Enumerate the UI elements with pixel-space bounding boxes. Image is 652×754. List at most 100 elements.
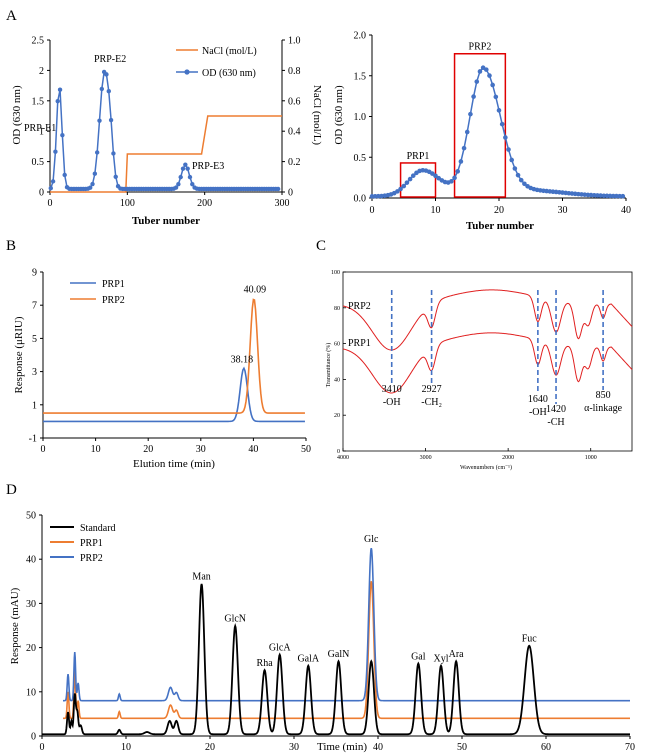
- a2-od-point: [401, 183, 407, 189]
- b-ytick-label: -1: [29, 434, 37, 445]
- c-xtick-label: 2000: [502, 455, 514, 461]
- c-band-label: 1640: [528, 394, 548, 405]
- a1-od-point: [113, 174, 118, 179]
- a2-od-point: [407, 176, 413, 182]
- d-ytick-label: 30: [26, 599, 36, 610]
- d-peak-label: GalN: [328, 649, 350, 660]
- b-prp2-line: [43, 298, 305, 414]
- d-ytick-label: 10: [26, 687, 36, 698]
- c-band-label: 1420: [546, 404, 566, 415]
- d-peak-label: GlcN: [224, 614, 246, 625]
- a1-od-point: [94, 150, 100, 155]
- d-xtick-label: 70: [625, 742, 635, 753]
- c-band-label: 3410: [382, 384, 402, 395]
- a1-od-point: [88, 185, 93, 190]
- d-peak-labels: Man GlcN Rha GlcA GalA GalN Glc Gal Xyl Ara Fuc: [192, 534, 537, 669]
- a2-od-point: [506, 147, 511, 152]
- d-xtick-label: 10: [121, 742, 131, 753]
- a1-ytick-label: 0.5: [32, 157, 45, 168]
- a2-od-point: [471, 94, 476, 99]
- b-xlabel: Elution time (min): [133, 458, 215, 470]
- a2-prp1-box: [399, 162, 437, 198]
- a2-od-point: [433, 173, 438, 179]
- d-peak-label: GlcA: [269, 642, 291, 653]
- c-ytick-label: 80: [334, 306, 340, 312]
- a2-od-point: [503, 135, 508, 140]
- b-peak-label-prp2: 40.09: [244, 285, 267, 296]
- b-peak-label-prp1: 38.18: [231, 354, 254, 365]
- a1-od-point: [62, 172, 67, 178]
- a2-ylabel: OD (630 nm): [333, 85, 345, 145]
- b-ytick-label: 5: [32, 334, 37, 345]
- c-band-group: -CH₂: [421, 397, 442, 408]
- d-ylabel: Response (mAU): [9, 587, 21, 664]
- a2-xtick-label: 0: [370, 205, 375, 216]
- a1-y2tick-label: 0.2: [288, 157, 301, 168]
- a1-od-point: [178, 174, 183, 180]
- a2-od-point: [496, 108, 502, 113]
- b-xtick-label: 0: [41, 444, 46, 455]
- a1-y2tick-label: 0.8: [288, 66, 301, 77]
- d-peak-label: Rha: [257, 658, 274, 669]
- a2-od-points: [369, 65, 626, 199]
- c-xtick-label: 3000: [420, 455, 432, 461]
- a2-od-point: [458, 159, 464, 164]
- a2-od-point: [477, 69, 483, 74]
- c-xlabel: Wavenumbers (cm⁻¹): [460, 464, 512, 471]
- a1-od-point: [57, 87, 63, 92]
- d-xtick-label: 30: [289, 742, 299, 753]
- a1-od-point: [90, 181, 95, 187]
- a2-od-point: [617, 193, 622, 199]
- b-legend-prp2: PRP2: [102, 295, 125, 306]
- a1-od-point: [99, 86, 105, 92]
- d-ytick-label: 40: [26, 555, 36, 566]
- b-xtick-label: 20: [143, 444, 153, 455]
- d-legend-standard: Standard: [80, 523, 116, 534]
- a2-od-point: [493, 94, 499, 100]
- a1-ytick-label: 1.5: [32, 96, 45, 107]
- b-legend-prp1: PRP1: [102, 279, 125, 290]
- d-xtick-label: 60: [541, 742, 551, 753]
- a2-od-point: [499, 121, 505, 127]
- a2-xtick-label: 30: [558, 205, 568, 216]
- a2-od-point: [455, 169, 461, 174]
- a1-peak-label-e2: PRP-E2: [94, 54, 126, 65]
- a1-od-point: [275, 186, 281, 192]
- a1-od-point: [176, 181, 181, 187]
- a1-od-point: [173, 185, 179, 190]
- d-peak-label: Ara: [449, 649, 465, 660]
- a1-y2label: NaCl (mol/L): [311, 85, 323, 146]
- d-peak-label: GalA: [297, 653, 319, 664]
- c-xtick-label: 1000: [585, 455, 597, 461]
- a2-od-point: [509, 157, 514, 163]
- a2-od-point: [614, 193, 619, 199]
- a1-od-point: [190, 181, 195, 187]
- a2-ytick-label: 1.5: [354, 71, 367, 82]
- d-xlabel: Time (min): [317, 741, 367, 753]
- panel-label-d: D: [6, 482, 17, 498]
- a1-od-point: [180, 166, 186, 171]
- a1-od-point: [108, 117, 114, 123]
- a2-label-prp2: PRP2: [469, 42, 492, 53]
- a1-od-points: [48, 69, 281, 192]
- c-band-label: 850: [596, 390, 611, 401]
- a1-od-point: [111, 151, 116, 156]
- a1-xlabel: Tuber number: [132, 215, 200, 227]
- a2-od-point: [522, 181, 527, 187]
- c-frame: [342, 271, 633, 452]
- b-xtick-label: 30: [196, 444, 206, 455]
- chart-d: 0 10 20 30 40 50 60 70 0 10 20 30 40 50 Man GlcN Rha Glc…: [9, 511, 635, 754]
- d-xtick-label: 40: [373, 742, 383, 753]
- a2-od-point: [449, 179, 454, 184]
- a1-xtick-label: 300: [275, 198, 290, 209]
- a2-xtick-label: 20: [494, 205, 504, 216]
- a2-od-point: [398, 186, 403, 192]
- a2-od-point: [404, 180, 410, 185]
- b-ytick-label: 9: [32, 268, 37, 279]
- a2-od-point: [410, 173, 416, 178]
- c-ytick-label: 40: [334, 377, 340, 383]
- c-ylabel: Transmittance (%): [325, 343, 332, 388]
- a1-legend-od: OD (630 nm): [202, 68, 256, 79]
- a2-xtick-label: 40: [621, 205, 631, 216]
